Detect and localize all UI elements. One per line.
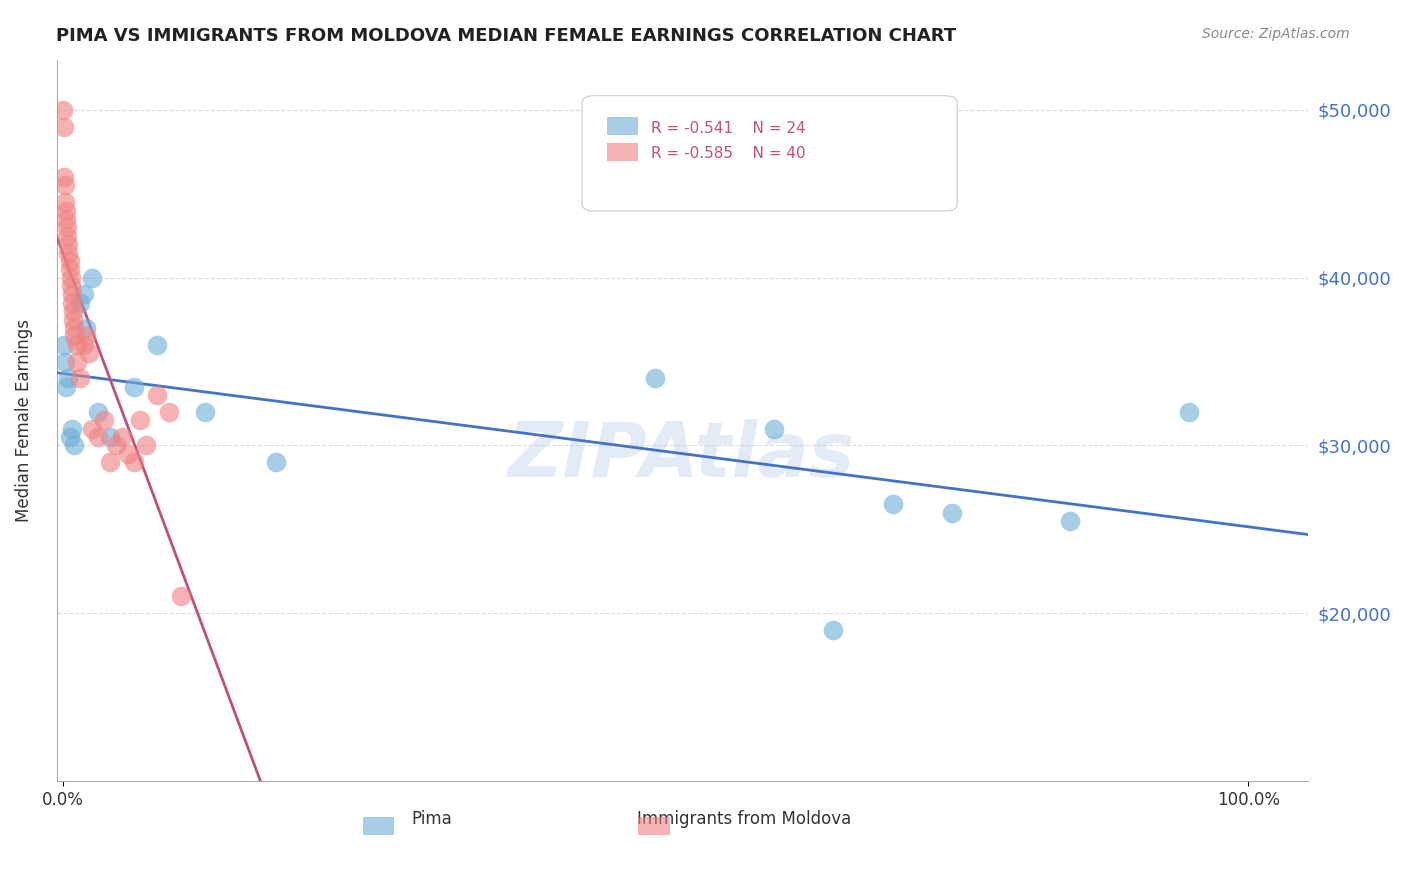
Point xyxy=(1178,405,1201,419)
Point xyxy=(157,405,180,419)
Point xyxy=(53,195,76,210)
Text: Pima: Pima xyxy=(412,810,453,828)
Point xyxy=(77,346,100,360)
Point xyxy=(62,312,84,326)
Point xyxy=(55,380,77,394)
Point xyxy=(56,220,79,235)
Point xyxy=(53,354,76,368)
Point xyxy=(117,447,139,461)
Point xyxy=(59,430,82,444)
Bar xyxy=(638,817,669,835)
Y-axis label: Median Female Earnings: Median Female Earnings xyxy=(15,318,32,522)
Point xyxy=(823,623,845,637)
Point xyxy=(58,245,80,260)
Point xyxy=(111,430,134,444)
Point xyxy=(62,304,84,318)
Point xyxy=(75,329,97,343)
Point xyxy=(63,329,86,343)
Point xyxy=(52,338,75,352)
Point xyxy=(59,253,82,268)
Point xyxy=(98,430,121,444)
Point xyxy=(1059,514,1081,528)
Point xyxy=(58,237,80,252)
Point xyxy=(63,321,86,335)
Point xyxy=(104,438,127,452)
Point xyxy=(762,422,785,436)
Point xyxy=(69,371,91,385)
Point xyxy=(82,422,104,436)
Point xyxy=(122,380,145,394)
Point xyxy=(170,590,193,604)
Point xyxy=(87,430,110,444)
Point xyxy=(55,203,77,218)
Point xyxy=(122,455,145,469)
Point xyxy=(146,338,169,352)
Point xyxy=(63,438,86,452)
Point xyxy=(60,287,83,301)
Text: Source: ZipAtlas.com: Source: ZipAtlas.com xyxy=(1202,27,1350,41)
Point xyxy=(60,295,83,310)
Point xyxy=(52,169,75,184)
Point xyxy=(55,211,77,226)
Point xyxy=(128,413,150,427)
Point xyxy=(194,405,217,419)
Point xyxy=(60,422,83,436)
Point xyxy=(59,270,82,285)
Point xyxy=(66,338,89,352)
Point xyxy=(82,270,104,285)
Point xyxy=(58,371,80,385)
Text: PIMA VS IMMIGRANTS FROM MOLDOVA MEDIAN FEMALE EARNINGS CORRELATION CHART: PIMA VS IMMIGRANTS FROM MOLDOVA MEDIAN F… xyxy=(56,27,956,45)
Text: R = -0.541    N = 24: R = -0.541 N = 24 xyxy=(651,120,806,136)
FancyBboxPatch shape xyxy=(582,95,957,211)
Point xyxy=(146,388,169,402)
Point xyxy=(53,178,76,193)
Point xyxy=(56,228,79,243)
Point xyxy=(69,295,91,310)
Point xyxy=(941,506,963,520)
Point xyxy=(52,103,75,117)
Text: R = -0.585    N = 40: R = -0.585 N = 40 xyxy=(651,146,806,161)
Bar xyxy=(607,118,638,136)
Bar xyxy=(363,817,394,835)
Point xyxy=(644,371,666,385)
Point xyxy=(264,455,287,469)
Point xyxy=(73,287,96,301)
Point xyxy=(59,262,82,277)
Point xyxy=(87,405,110,419)
Point xyxy=(52,120,75,134)
Point xyxy=(98,455,121,469)
Point xyxy=(93,413,115,427)
Point xyxy=(66,354,89,368)
Bar xyxy=(607,143,638,161)
Text: ZIPAtlas: ZIPAtlas xyxy=(509,419,856,493)
Text: Immigrants from Moldova: Immigrants from Moldova xyxy=(637,810,852,828)
Point xyxy=(59,279,82,293)
Point xyxy=(75,321,97,335)
Point xyxy=(73,338,96,352)
Point xyxy=(882,497,904,511)
Point xyxy=(135,438,157,452)
